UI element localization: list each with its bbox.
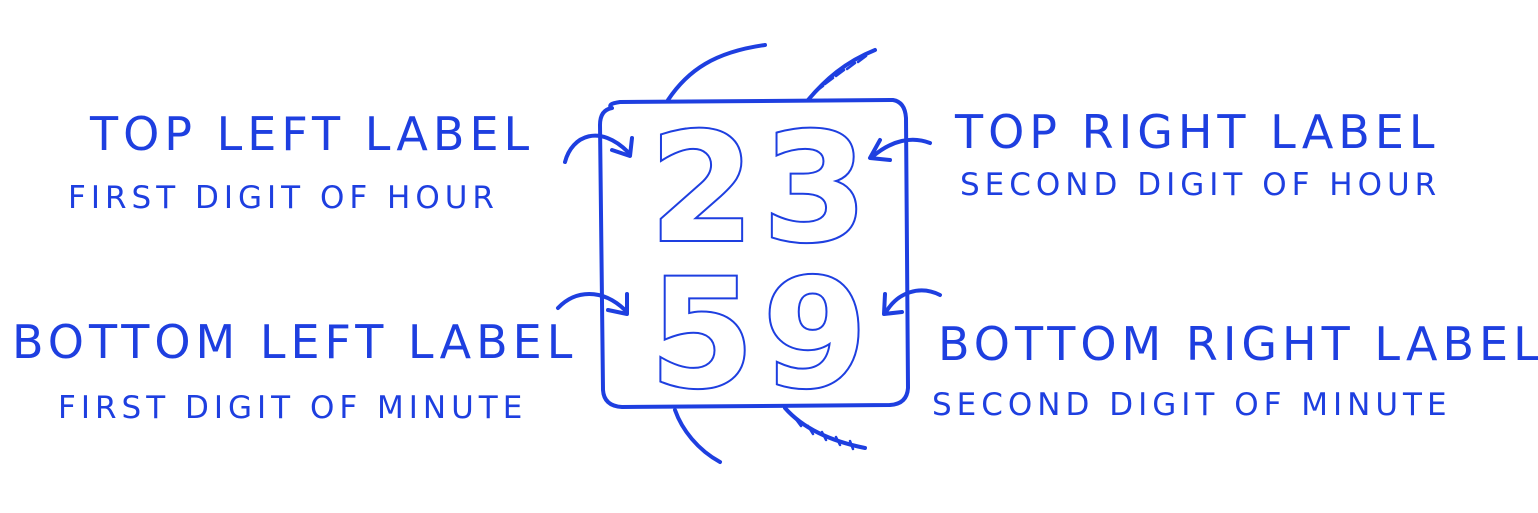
bottom-left-label-title: BOTTOM LEFT LABEL (12, 315, 577, 369)
bottom-left-label-subtitle: FIRST DIGIT OF MINUTE (58, 390, 527, 426)
top-left-label-title: TOP LEFT LABEL (89, 107, 534, 161)
top-right-label-subtitle: SECOND DIGIT OF HOUR (960, 167, 1441, 203)
minute-first-digit: 5 (650, 248, 754, 422)
bottom-left-label-group: BOTTOM LEFT LABEL FIRST DIGIT OF MINUTE (12, 292, 629, 426)
bottom-right-label-title: BOTTOM RIGHT LABEL (938, 317, 1538, 371)
hour-second-digit: 3 (763, 102, 867, 276)
top-left-label-group: TOP LEFT LABEL FIRST DIGIT OF HOUR (68, 107, 634, 216)
bottom-right-label-subtitle: SECOND DIGIT OF MINUTE (932, 387, 1452, 423)
top-left-label-subtitle: FIRST DIGIT OF HOUR (68, 180, 499, 216)
bottom-right-arrow-icon (882, 288, 942, 316)
bottom-right-label-group: BOTTOM RIGHT LABEL SECOND DIGIT OF MINUT… (882, 288, 1538, 423)
minute-second-digit: 9 (763, 248, 867, 422)
hour-first-digit: 2 (650, 102, 754, 276)
top-right-arrow-icon (868, 137, 932, 162)
watch-strap-bottom (673, 406, 867, 464)
clock-digits: 2 3 5 9 (648, 100, 869, 424)
top-right-label-group: TOP RIGHT LABEL SECOND DIGIT OF HOUR (868, 105, 1441, 203)
watch-strap-top (666, 43, 877, 102)
top-left-arrow-icon (563, 133, 634, 164)
bottom-left-arrow-icon (556, 292, 629, 316)
watch-case-outline (598, 98, 910, 409)
top-right-label-title: TOP RIGHT LABEL (954, 105, 1440, 159)
